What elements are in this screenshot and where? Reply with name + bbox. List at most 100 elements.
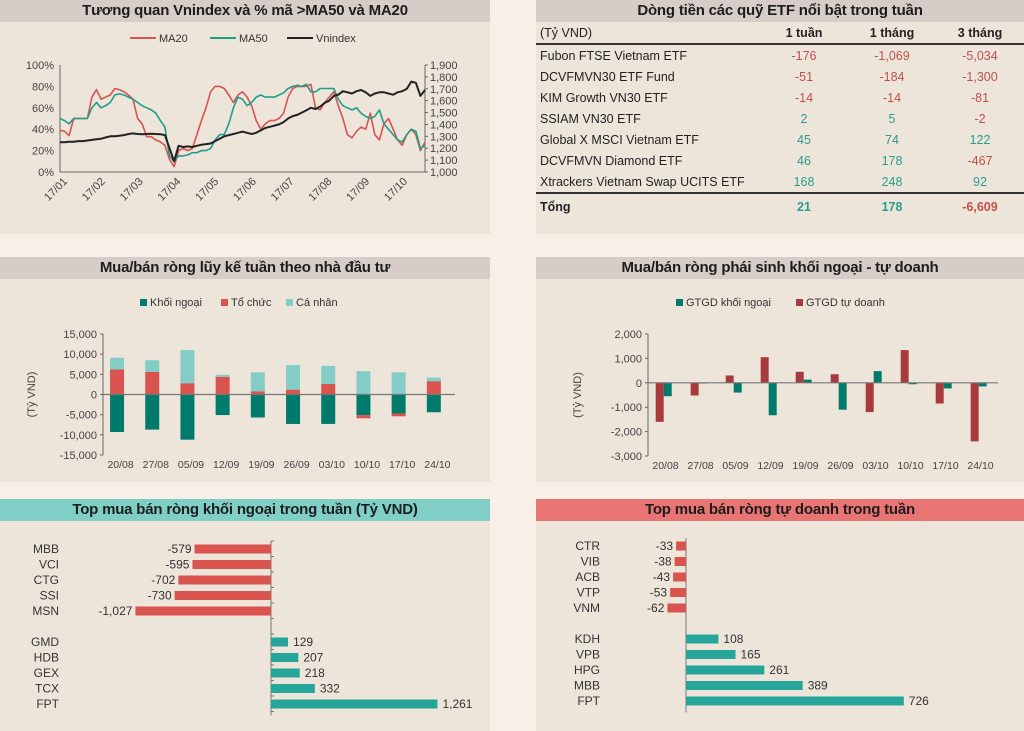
value-label: 218 bbox=[305, 666, 325, 680]
x-tick-label: 10/10 bbox=[897, 460, 923, 472]
ticker-label: MSN bbox=[32, 604, 59, 618]
bar-khối-ngoại bbox=[321, 394, 336, 424]
bar-khối-ngoại bbox=[250, 394, 265, 418]
x-tick-label: 26/09 bbox=[827, 460, 853, 472]
flow-value: -2 bbox=[974, 111, 986, 126]
y-tick-label: -5,000 bbox=[66, 410, 97, 422]
x-tick-label: 20/08 bbox=[107, 459, 133, 471]
value-label: -702 bbox=[151, 573, 175, 587]
bar-cá-nhân bbox=[321, 365, 336, 385]
table-row: DCVFMVN30 ETF Fund -51 -184 -1,300 bbox=[536, 66, 1024, 87]
buy-bar bbox=[686, 665, 765, 675]
flow-value: -1,300 bbox=[962, 69, 998, 84]
total-row: Tổng 21 178 -6,609 bbox=[536, 192, 1024, 220]
sell-bar bbox=[667, 603, 686, 613]
legend-label: GTGD tự doanh bbox=[806, 297, 885, 309]
x-tick-label: 03/10 bbox=[319, 459, 345, 471]
legend-swatch bbox=[221, 299, 228, 306]
y-left-tick-label: 20% bbox=[32, 146, 54, 158]
fund-name: DCVFMVN30 ETF Fund bbox=[540, 69, 675, 84]
y-left-tick-label: 80% bbox=[32, 81, 54, 93]
ma-chart-panel: Tương quan Vnindex và % mã >MA50 và MA20… bbox=[0, 0, 490, 234]
legend-swatch bbox=[140, 299, 147, 306]
x-tick-label: 17/07 bbox=[269, 176, 297, 204]
bar-tổ-chức bbox=[286, 389, 301, 395]
bar-tổ-chức bbox=[321, 384, 336, 395]
flow-value: 92 bbox=[973, 174, 987, 189]
ticker-label: CTR bbox=[575, 539, 600, 553]
ticker-label: KDH bbox=[575, 632, 600, 646]
bar-khối-ngoại bbox=[356, 394, 371, 416]
value-label: -38 bbox=[654, 555, 672, 569]
investor-flow-chart: Khối ngoại Tổ chức Cá nhân 15,000 10,000 5,00… bbox=[26, 297, 455, 471]
legend-swatch bbox=[676, 299, 683, 306]
x-tick-label: 26/09 bbox=[283, 459, 309, 471]
flow-value: -176 bbox=[791, 48, 817, 63]
ticker-label: VPB bbox=[576, 648, 600, 662]
total-label: Tổng bbox=[536, 192, 760, 220]
legend-label: GTGD khối ngoại bbox=[686, 297, 771, 309]
bar-tổ-chức bbox=[215, 376, 230, 395]
column-header: 1 tháng bbox=[848, 22, 936, 45]
derivatives-chart: GTGD khối ngoại GTGD tự doanh 2,000 1,000 0 -… bbox=[572, 297, 998, 472]
flow-value: 178 bbox=[881, 153, 903, 168]
prop-top-chart: CTR -33 VIB -38 ACB -43 VTP -53 VNM -62 KDH 108 VPB 1… bbox=[573, 538, 929, 713]
prop-top-panel: Top mua bán ròng tự doanh trong tuần CTR… bbox=[536, 499, 1024, 731]
bar-gtgd-tự-doanh bbox=[690, 382, 699, 396]
table-row: KIM Growth VN30 ETF -14 -14 -81 bbox=[536, 87, 1024, 108]
y-right-tick-label: 1,600 bbox=[430, 96, 458, 108]
investor-flow-title: Mua/bán ròng lũy kế tuần theo nhà đầu tư bbox=[0, 257, 490, 279]
value-label: 129 bbox=[293, 635, 313, 649]
value-label: 108 bbox=[723, 632, 743, 646]
legend-label: Tổ chức bbox=[231, 297, 272, 309]
foreign-top-title: Top mua bán ròng khối ngoại trong tuần (… bbox=[0, 499, 490, 521]
x-tick-label: 17/03 bbox=[118, 176, 146, 204]
y-right-tick-label: 1,500 bbox=[430, 108, 458, 120]
flow-value: 122 bbox=[969, 132, 991, 147]
x-tick-label: 17/10 bbox=[382, 176, 410, 204]
flow-value: -1,069 bbox=[874, 48, 910, 63]
sell-bar bbox=[676, 541, 686, 551]
table-row: Global X MSCI Vietnam ETF 45 74 122 bbox=[536, 129, 1024, 150]
fund-name: Global X MSCI Vietnam ETF bbox=[540, 132, 699, 147]
ticker-label: HPG bbox=[574, 663, 600, 677]
flow-value: -5,034 bbox=[962, 48, 998, 63]
bar-cá-nhân bbox=[145, 360, 160, 372]
value-label: 332 bbox=[320, 682, 340, 696]
derivatives-title: Mua/bán ròng phái sinh khối ngoại - tự d… bbox=[536, 257, 1024, 279]
bar-gtgd-khối-ngoại bbox=[873, 371, 882, 383]
x-tick-label: 12/09 bbox=[213, 459, 239, 471]
value-label: -53 bbox=[650, 586, 668, 600]
bar-khối-ngoại bbox=[110, 394, 125, 433]
x-tick-label: 10/10 bbox=[354, 459, 380, 471]
series-line-ma50 bbox=[59, 83, 426, 163]
flow-value: 168 bbox=[793, 174, 815, 189]
y-tick-label: 1,000 bbox=[614, 353, 642, 365]
x-tick-label: 17/10 bbox=[389, 459, 415, 471]
total-value: 21 bbox=[760, 192, 848, 220]
table-header-row: (Tỷ VND) 1 tuần 1 tháng 3 tháng bbox=[536, 22, 1024, 45]
unit-label: (Tỷ VND) bbox=[536, 22, 760, 45]
bar-tổ-chức bbox=[391, 413, 406, 417]
bar-cá-nhân bbox=[356, 371, 371, 395]
foreign-top-chart: MBB -579 VCI -595 CTG -702 SSI -730 MSN -1,027 GMD… bbox=[31, 540, 473, 716]
total-value: -6,609 bbox=[936, 192, 1024, 220]
bar-tổ-chức bbox=[145, 371, 160, 395]
column-header: 3 tháng bbox=[936, 22, 1024, 45]
legend-swatch bbox=[796, 299, 803, 306]
y-right-tick-label: 1,100 bbox=[430, 155, 458, 167]
buy-bar bbox=[271, 684, 315, 693]
bar-gtgd-khối-ngoại bbox=[943, 382, 952, 389]
y-right-tick-label: 1,800 bbox=[430, 72, 458, 84]
flow-value: 45 bbox=[797, 132, 811, 147]
y-tick-label: -3,000 bbox=[611, 451, 642, 463]
value-label: 165 bbox=[741, 648, 761, 662]
fund-name: Fubon FTSE Vietnam ETF bbox=[540, 48, 688, 63]
value-label: 389 bbox=[808, 679, 828, 693]
value-label: -730 bbox=[148, 589, 172, 603]
bar-cá-nhân bbox=[286, 365, 301, 390]
derivatives-panel: Mua/bán ròng phái sinh khối ngoại - tự d… bbox=[536, 257, 1024, 482]
flow-value: -467 bbox=[967, 153, 993, 168]
flow-value: 46 bbox=[797, 153, 811, 168]
x-tick-label: 17/09 bbox=[344, 176, 372, 204]
